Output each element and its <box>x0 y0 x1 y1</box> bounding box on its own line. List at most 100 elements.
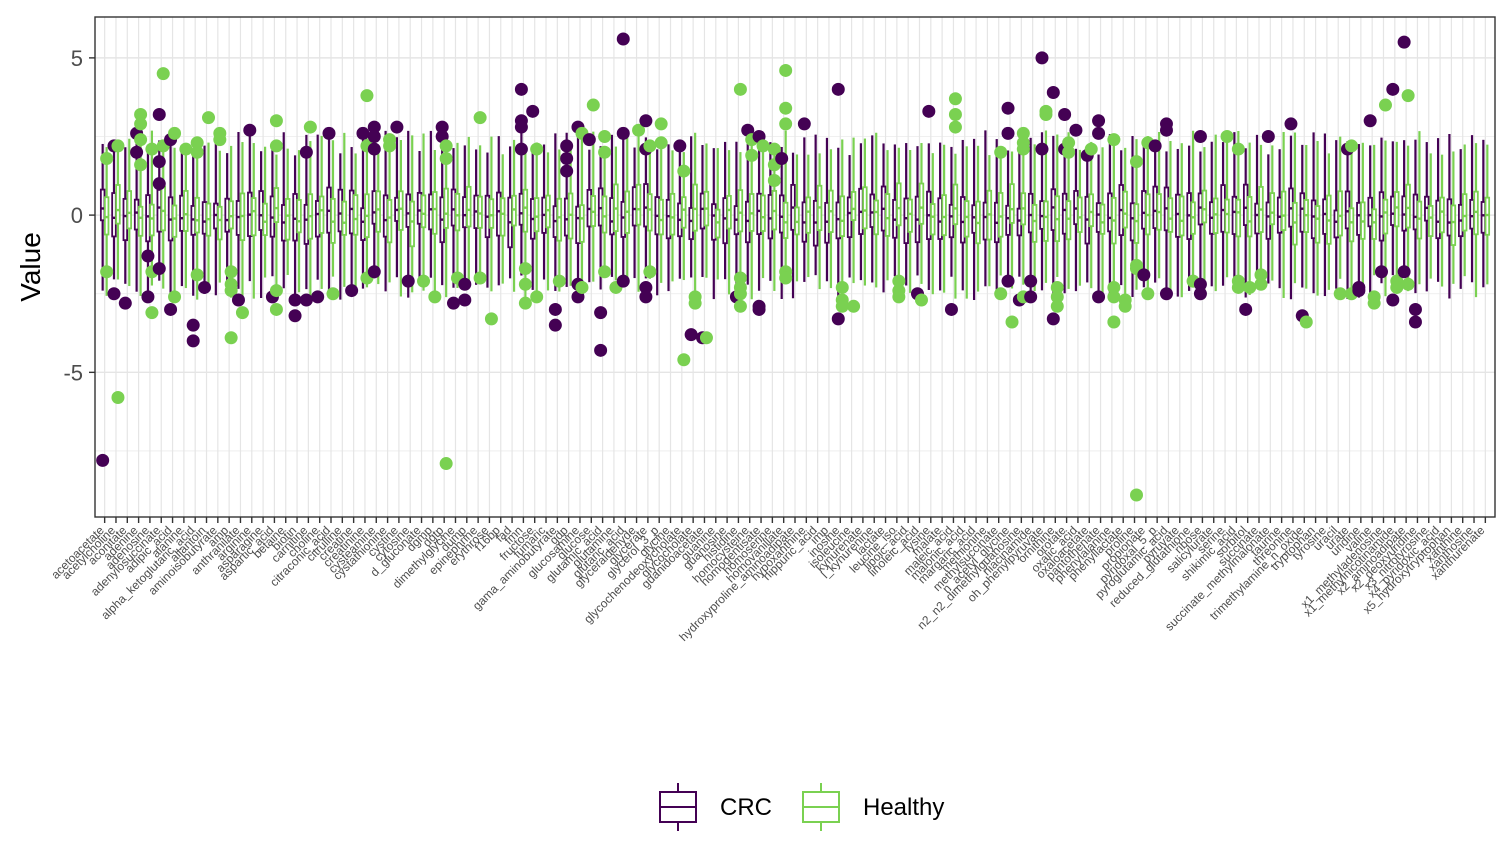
box-rect <box>285 198 291 241</box>
box-healthy <box>1077 149 1083 286</box>
box-healthy <box>1371 144 1377 276</box>
outlier-point <box>1299 315 1313 329</box>
box-rect <box>850 191 857 221</box>
outlier-point <box>643 139 657 153</box>
outlier-point <box>575 280 589 294</box>
box-healthy <box>398 140 404 297</box>
box-rect <box>778 194 785 234</box>
box-rect <box>918 182 925 225</box>
box-healthy <box>941 144 947 293</box>
outlier-point <box>1408 302 1422 316</box>
box-rect <box>462 196 468 229</box>
outlier-point <box>944 302 958 316</box>
outlier-point <box>439 139 453 153</box>
outlier-point <box>1408 315 1422 329</box>
box-rect <box>314 200 321 238</box>
box-healthy <box>466 136 472 286</box>
outlier-point <box>1239 302 1253 316</box>
box-healthy <box>624 133 630 280</box>
box-rect <box>224 197 230 233</box>
outlier-point <box>684 328 698 342</box>
box-healthy <box>1133 139 1140 290</box>
outlier-point <box>1130 488 1144 502</box>
box-rect <box>1246 196 1253 238</box>
box-rect <box>341 200 348 236</box>
box-rect <box>1292 201 1298 246</box>
box-rect <box>488 198 495 229</box>
outlier-point <box>677 164 691 178</box>
box-crc <box>167 142 174 293</box>
outlier-point <box>1193 287 1207 301</box>
box-rect <box>171 204 178 238</box>
outlier-point <box>1069 123 1083 137</box>
outlier-point <box>1141 287 1155 301</box>
outlier-point <box>231 293 245 307</box>
box-rect <box>1371 208 1377 240</box>
box-healthy <box>1484 144 1491 285</box>
outlier-point <box>745 148 759 162</box>
box-crc <box>281 132 287 289</box>
box-rect <box>805 196 812 234</box>
outlier-point <box>190 145 204 159</box>
box-rect <box>1382 198 1389 235</box>
box-rect <box>405 193 411 228</box>
outlier-point <box>303 120 317 134</box>
box-healthy <box>262 146 268 278</box>
box-rect <box>907 198 913 233</box>
outlier-point <box>458 293 472 307</box>
outlier-point <box>360 89 374 103</box>
box-rect <box>1276 196 1283 234</box>
outlier-point <box>484 312 498 326</box>
y-axis: -5 0 5 <box>63 46 95 385</box>
box-healthy <box>1416 131 1423 285</box>
outlier-point <box>548 302 562 316</box>
box-rect <box>1175 193 1181 238</box>
box-rect <box>1394 191 1400 228</box>
box-rect <box>1367 196 1373 228</box>
outlier-point <box>168 126 182 140</box>
outlier-point <box>1062 145 1076 159</box>
box-rect <box>194 196 200 234</box>
box-crc <box>484 152 491 288</box>
outlier-point <box>673 139 687 153</box>
outlier-point <box>847 299 861 313</box>
outlier-point <box>1035 51 1049 65</box>
box-healthy <box>296 150 302 293</box>
outlier-point <box>1254 277 1268 291</box>
outlier-point <box>1254 268 1268 282</box>
outlier-point <box>530 290 544 304</box>
outlier-point <box>1231 142 1245 156</box>
outlier-point <box>1363 114 1377 128</box>
outlier-point <box>134 133 148 147</box>
outlier-point <box>616 274 630 288</box>
outlier-points-layer <box>96 32 1422 502</box>
outlier-point <box>1024 290 1038 304</box>
legend-label: CRC <box>720 794 772 821</box>
outlier-point <box>1386 82 1400 96</box>
box-rect <box>597 187 604 227</box>
box-crc <box>190 153 196 296</box>
box-healthy <box>103 147 110 296</box>
box-rect <box>839 195 845 238</box>
outlier-point <box>948 92 962 106</box>
outlier-point <box>288 309 302 323</box>
outlier-point <box>1386 293 1400 307</box>
y-tick-label: -5 <box>63 360 83 385</box>
outlier-point <box>473 271 487 285</box>
box-rect <box>997 192 1004 238</box>
outlier-point <box>948 107 962 121</box>
legend-item-crc: CRC <box>659 783 772 831</box>
box-crc <box>1480 139 1487 288</box>
outlier-point <box>598 265 612 279</box>
box-healthy <box>1235 131 1242 282</box>
box-rect <box>115 184 121 225</box>
box-rect <box>1179 195 1185 237</box>
outlier-point <box>779 117 793 131</box>
box-rect <box>258 190 264 231</box>
outlier-point <box>417 274 431 288</box>
outlier-point <box>560 152 574 166</box>
box-rect <box>681 196 687 229</box>
legend-item-healthy: Healthy <box>802 783 944 831</box>
box-rect <box>145 194 151 243</box>
outlier-point <box>428 290 442 304</box>
